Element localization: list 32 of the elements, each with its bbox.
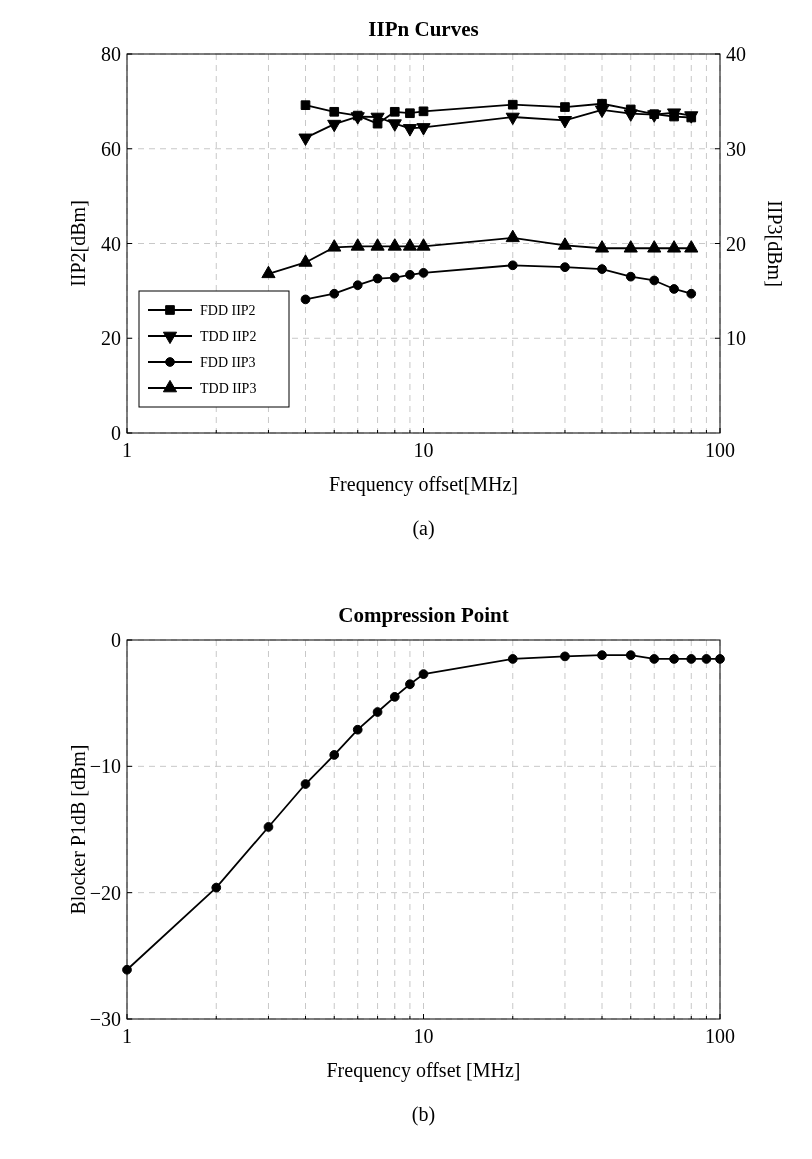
y-tick-label: −10 [89, 755, 121, 778]
legend-label: TDD IIP3 [200, 381, 257, 396]
y-tick-label: 60 [101, 137, 121, 160]
x-tick-label: 10 [413, 1025, 434, 1047]
y-tick-label: 0 [111, 422, 121, 444]
y-tick-label: 80 [101, 43, 121, 65]
y-tick-label: −30 [89, 1008, 121, 1030]
x-tick-label: 10 [413, 439, 434, 461]
x-tick-label: 100 [705, 1025, 735, 1047]
y-tick-label: 40 [101, 232, 121, 255]
text: (a) [412, 517, 435, 540]
y2-tick-label: 20 [726, 232, 746, 255]
x-tick-label: 1 [122, 439, 132, 461]
text: (b) [411, 1103, 436, 1126]
chart-title: IIPn Curves [368, 17, 479, 41]
y-tick-label: −20 [89, 881, 121, 904]
y2-axis-title: IIP3[dBm] [764, 200, 786, 287]
legend-label: FDD IIP3 [200, 355, 256, 370]
y2-tick-label: 40 [726, 43, 746, 65]
legend-label: TDD IIP2 [200, 329, 257, 344]
y-axis-title: IIP2[dBm] [67, 200, 89, 287]
y-axis-title: Blocker P1dB [dBm] [67, 744, 89, 915]
y-tick-label: 20 [101, 327, 121, 350]
x-axis-title: Frequency offset[MHz] [328, 473, 519, 496]
x-tick-label: 100 [705, 439, 735, 461]
x-axis-title: Frequency offset [MHz] [326, 1059, 521, 1082]
y2-tick-label: 10 [726, 327, 746, 350]
x-tick-label: 1 [122, 1025, 132, 1047]
y2-tick-label: 30 [726, 137, 746, 160]
chart-title: Compression Point [338, 603, 509, 627]
legend-label: FDD IIP2 [200, 303, 256, 318]
y-tick-label: 0 [111, 629, 121, 651]
